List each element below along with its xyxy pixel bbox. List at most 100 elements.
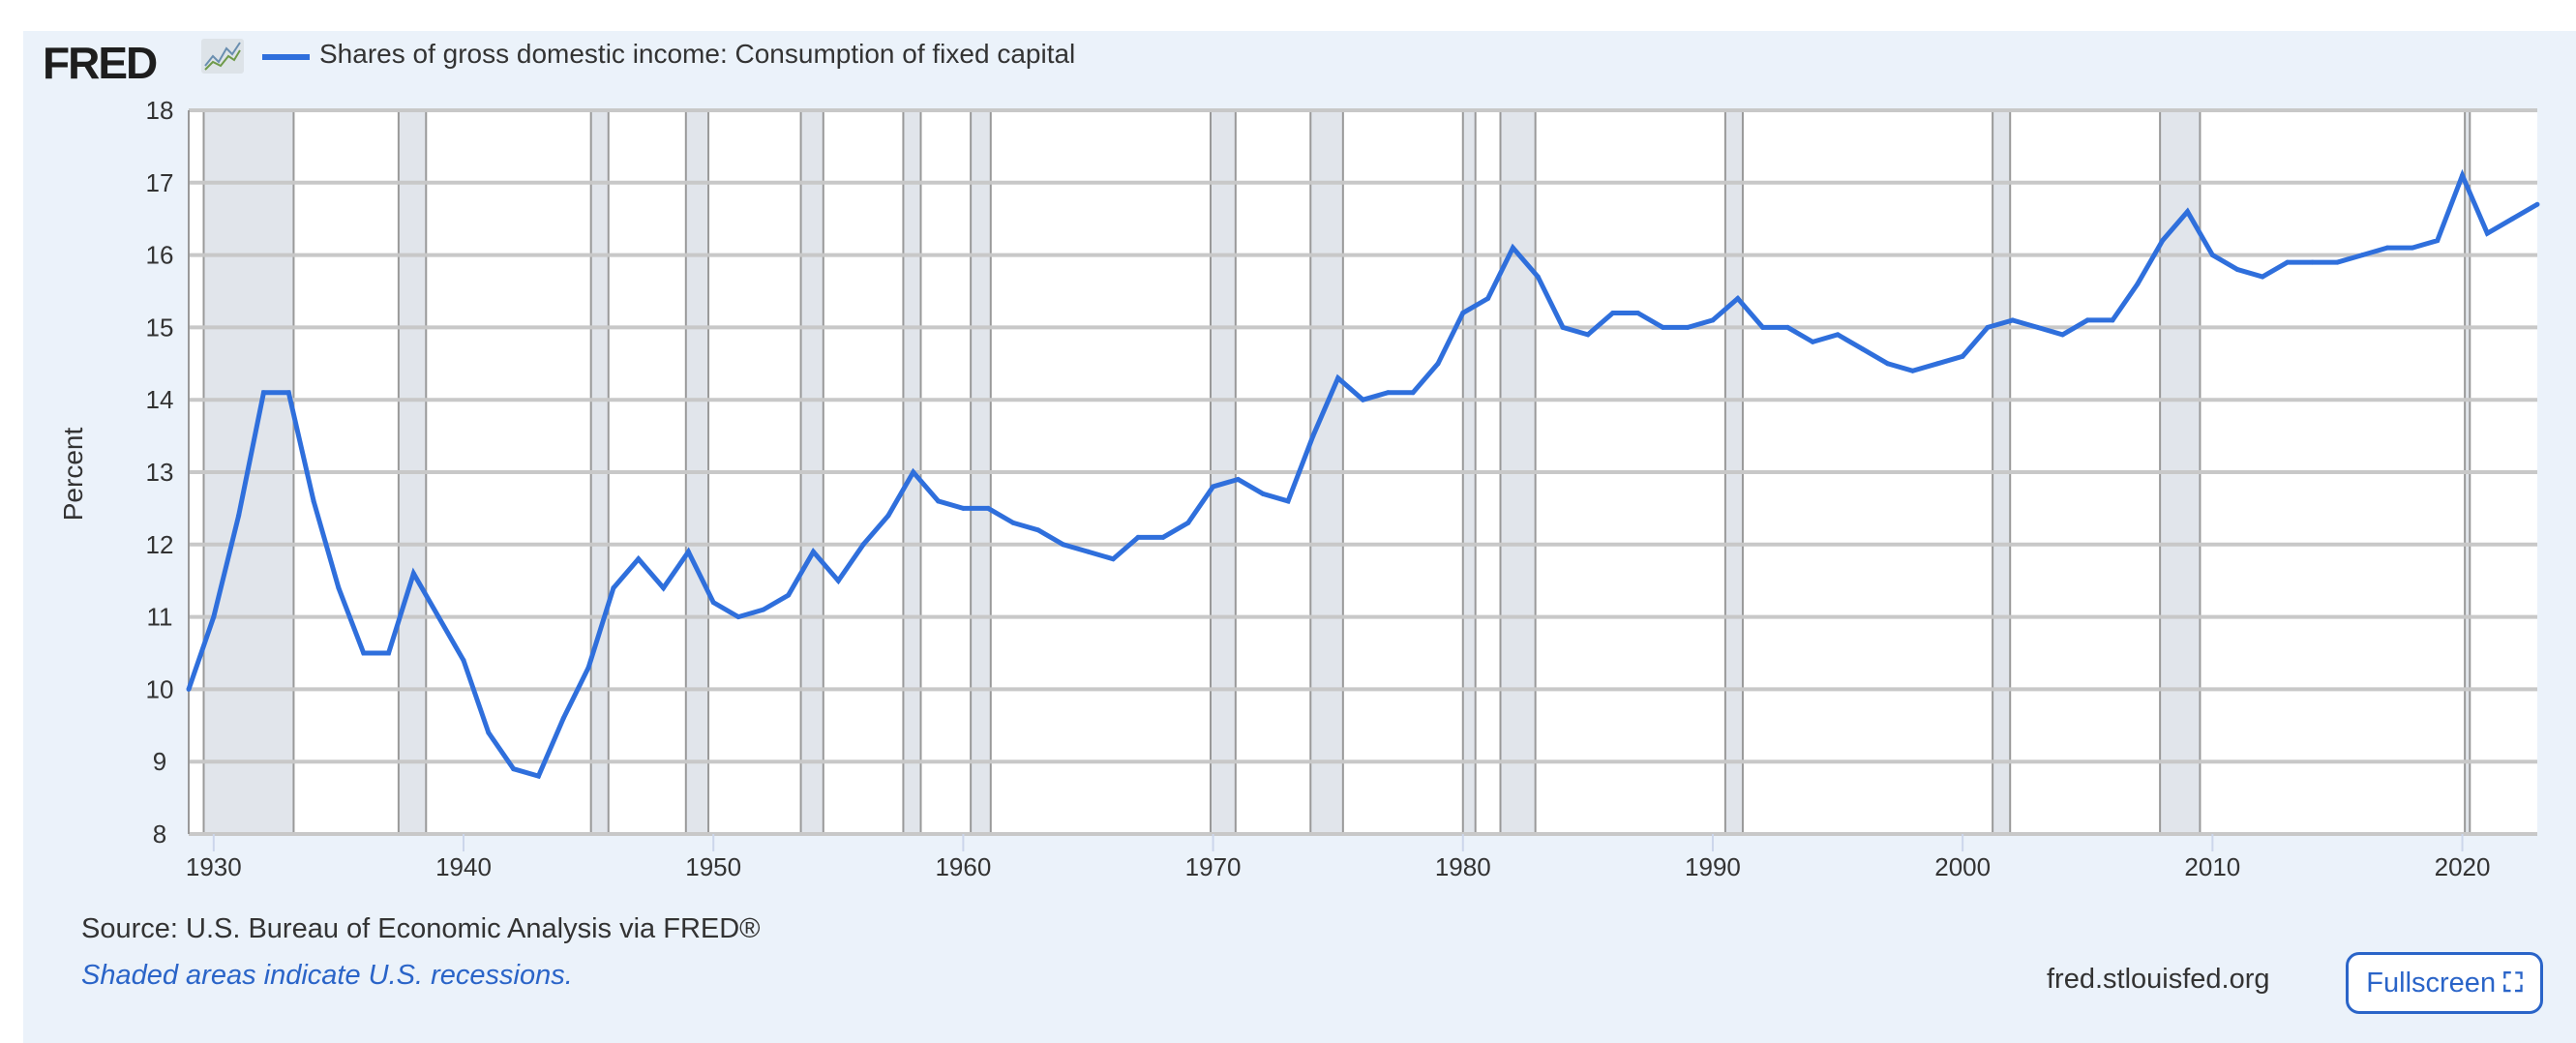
fred-graph-icon	[201, 39, 244, 74]
data-point	[2160, 238, 2166, 244]
data-point	[1535, 274, 1541, 280]
data-point	[1810, 339, 1815, 344]
data-point	[761, 607, 766, 612]
legend-line-swatch	[262, 54, 310, 60]
y-tick-label: 9	[153, 747, 166, 776]
data-point	[1460, 310, 1466, 315]
data-point	[186, 686, 192, 692]
data-point	[2460, 172, 2466, 178]
data-point	[1335, 375, 1341, 381]
data-point	[1285, 498, 1291, 504]
y-tick-label: 10	[146, 674, 174, 703]
data-point	[1985, 324, 1991, 330]
data-point	[1235, 476, 1241, 482]
x-tick-label: 1940	[435, 852, 492, 881]
data-point	[1361, 397, 1365, 402]
data-point	[1735, 295, 1741, 301]
data-point	[1260, 491, 1266, 496]
legend-label[interactable]: Shares of gross domestic income: Consump…	[319, 39, 1076, 69]
data-point	[786, 592, 792, 598]
data-point	[1085, 549, 1091, 554]
data-point	[260, 390, 266, 396]
data-point	[1510, 245, 1515, 251]
data-point	[1110, 556, 1116, 562]
x-tick-label: 1960	[935, 852, 991, 881]
data-point	[486, 730, 492, 735]
data-point	[985, 505, 991, 511]
data-point	[1860, 346, 1866, 352]
data-point	[2260, 274, 2265, 280]
data-point	[2035, 324, 2041, 330]
x-tick-label: 1950	[685, 852, 741, 881]
data-point	[810, 549, 816, 554]
y-tick-label: 18	[146, 96, 174, 125]
data-point	[211, 614, 217, 620]
y-tick-label: 8	[153, 820, 166, 849]
source-note: Source: U.S. Bureau of Economic Analysis…	[81, 913, 761, 944]
y-tick-label: 17	[146, 168, 174, 197]
data-point	[2359, 253, 2365, 258]
data-point	[1710, 317, 1716, 323]
data-point	[2185, 209, 2191, 215]
data-point	[1660, 324, 1665, 330]
data-point	[2110, 317, 2115, 323]
data-point	[636, 556, 642, 562]
x-tick-label: 1990	[1685, 852, 1741, 881]
fred-logo[interactable]: FRED	[43, 38, 158, 88]
y-tick-label: 14	[146, 385, 174, 414]
data-point	[1061, 542, 1066, 548]
data-point	[710, 600, 716, 606]
data-point	[1784, 324, 1790, 330]
data-point	[1835, 332, 1841, 338]
data-point	[1560, 324, 1566, 330]
data-point	[2410, 245, 2415, 251]
data-point	[1635, 310, 1641, 315]
data-point	[1310, 433, 1316, 439]
data-point	[885, 513, 891, 519]
x-tick-label: 1930	[186, 852, 242, 881]
data-point	[1410, 390, 1416, 396]
data-point	[535, 773, 541, 779]
data-point	[1585, 332, 1591, 338]
data-point	[1760, 324, 1766, 330]
data-point	[860, 542, 866, 548]
expand-icon: ⛶	[2503, 967, 2523, 998]
data-point	[936, 498, 942, 504]
data-point	[410, 571, 416, 577]
fullscreen-label: Fullscreen	[2366, 967, 2497, 998]
data-point	[361, 650, 367, 656]
data-point	[1185, 520, 1191, 525]
data-point	[2534, 201, 2540, 207]
data-point	[2484, 230, 2490, 236]
data-point	[685, 549, 691, 554]
data-point	[2384, 245, 2390, 251]
x-tick-label: 1980	[1435, 852, 1491, 881]
data-point	[2234, 267, 2240, 273]
data-point	[1910, 368, 1916, 373]
data-point	[2059, 332, 2065, 338]
x-tick-label: 2000	[1934, 852, 1991, 881]
data-point	[1385, 390, 1391, 396]
data-point	[2135, 282, 2141, 287]
y-tick-label: 11	[147, 603, 173, 632]
data-point	[1485, 295, 1491, 301]
site-url: fred.stlouisfed.org	[2047, 964, 2270, 995]
data-point	[511, 766, 517, 772]
data-point	[1160, 534, 1166, 540]
data-point	[835, 578, 841, 583]
data-point	[2084, 317, 2090, 323]
y-tick-label: 15	[146, 313, 174, 342]
y-tick-label: 12	[146, 530, 174, 559]
data-point	[435, 614, 441, 620]
y-tick-label: 16	[146, 241, 174, 270]
data-point	[461, 657, 466, 663]
data-point	[311, 498, 316, 504]
data-point	[2509, 216, 2515, 222]
data-point	[735, 614, 741, 620]
data-point	[661, 585, 667, 591]
data-point	[2010, 317, 2016, 323]
fullscreen-button[interactable]: Fullscreen ⛶	[2346, 952, 2543, 1014]
data-point	[386, 650, 392, 656]
x-tick-label: 2010	[2184, 852, 2240, 881]
